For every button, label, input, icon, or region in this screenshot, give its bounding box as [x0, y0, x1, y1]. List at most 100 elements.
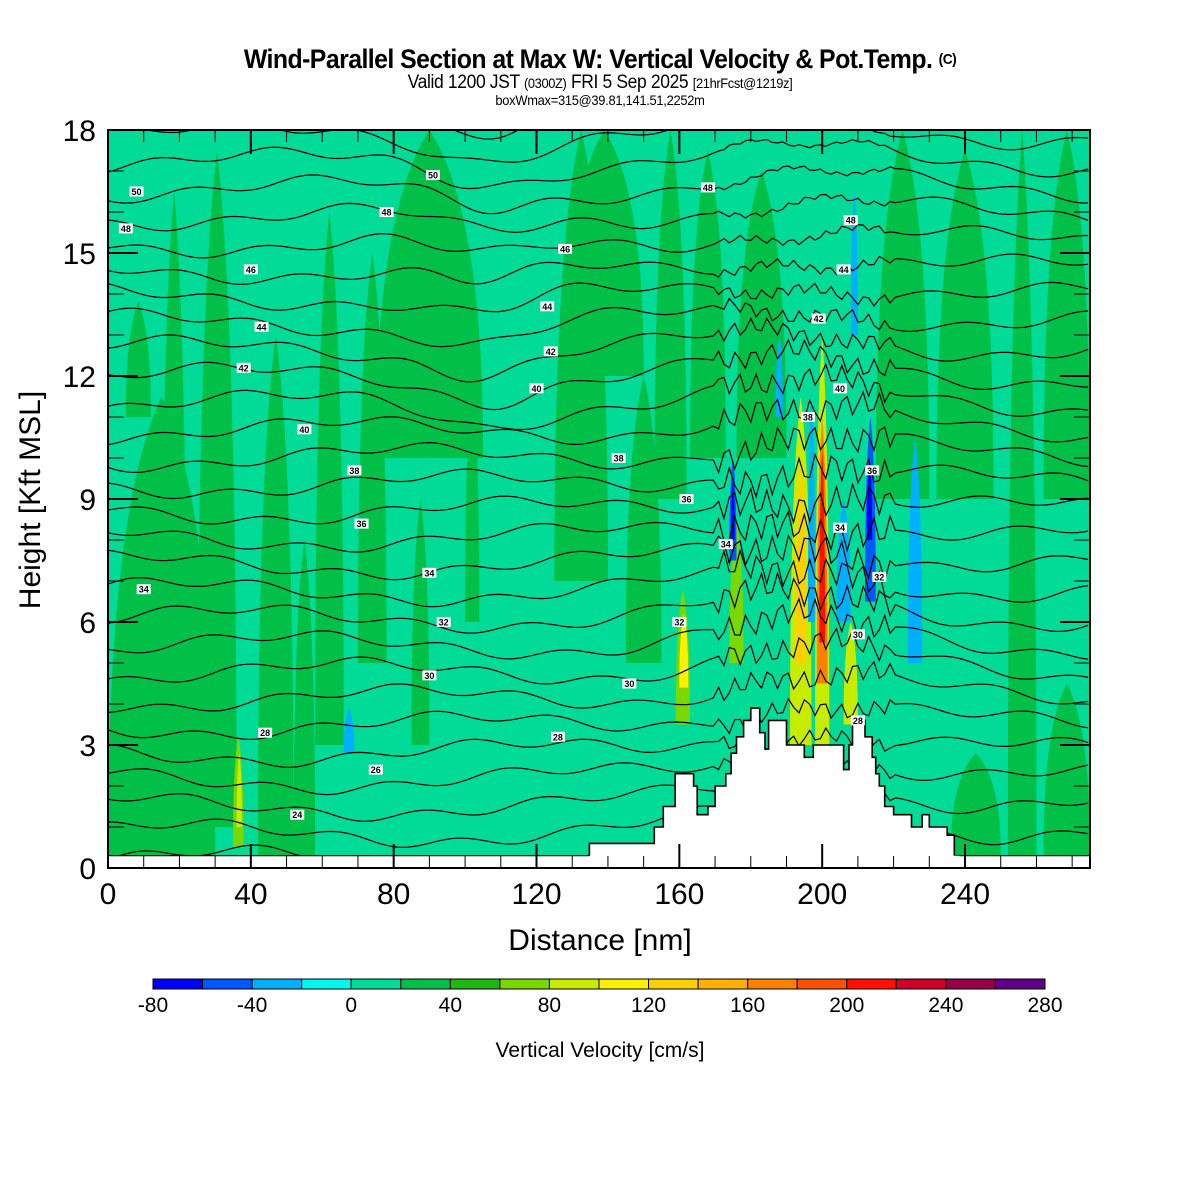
- velocity-region: [850, 191, 858, 335]
- velocity-region: [907, 437, 923, 663]
- colorbar-swatch: [846, 978, 897, 990]
- y-tick-label: 15: [63, 238, 96, 271]
- y-tick-label: 6: [79, 607, 96, 640]
- y-tick-label: 18: [63, 115, 96, 148]
- contour-label-box: [290, 809, 305, 820]
- contour-label: 32: [872, 571, 887, 582]
- contour-label-text: 38: [803, 413, 813, 423]
- contour-label-text: 46: [246, 265, 256, 275]
- contour-label-box: [700, 182, 715, 193]
- contour-label-text: 34: [424, 568, 434, 578]
- colorbar-swatch: [400, 978, 451, 990]
- contour-label-box: [833, 522, 848, 533]
- contour-label-box: [118, 223, 133, 234]
- contour-label-text: 48: [846, 216, 856, 226]
- contour-label: 48: [700, 182, 715, 193]
- velocity-region: [375, 130, 483, 458]
- contour-label: 40: [833, 383, 848, 394]
- contour-label: 24: [290, 809, 305, 820]
- contour-label-text: 36: [357, 519, 367, 529]
- contour-label-box: [833, 383, 848, 394]
- ground-strip: [108, 855, 1090, 868]
- contour-label: 44: [540, 301, 555, 312]
- isentrope-line: [108, 130, 1089, 163]
- colorbar-swatch: [796, 978, 848, 990]
- contour-label-text: 32: [439, 618, 449, 628]
- isentrope-line: [108, 253, 1089, 285]
- isentrope-line: [108, 281, 1089, 313]
- contour-label-box: [243, 264, 258, 275]
- contour-label: 48: [118, 223, 133, 234]
- y-tick-label: 12: [63, 361, 96, 394]
- x-tick-label: 240: [940, 878, 990, 911]
- contour-label-text: 48: [121, 224, 131, 234]
- contour-label-text: 46: [560, 244, 570, 254]
- velocity-region: [465, 376, 480, 622]
- contour-label-box: [347, 465, 362, 476]
- isentrope-line: [108, 726, 1089, 768]
- isentrope-line: [108, 297, 1089, 348]
- isentrope-line: [108, 223, 1089, 259]
- contour-label-box: [550, 731, 565, 742]
- contour-labels: 50 50 48 48 48 48 46 46 44 44 44 42 42 42 40 40 40 38 38 38…: [118, 170, 887, 820]
- colorbar-swatch: [697, 978, 749, 990]
- forecast-info: [21hrFcst@1219z]: [692, 75, 793, 91]
- velocity-region: [807, 392, 816, 622]
- contour-label: 32: [436, 617, 451, 628]
- contour-label-box: [836, 264, 851, 275]
- contour-label: 28: [258, 727, 273, 738]
- contour-label: 40: [529, 383, 544, 394]
- x-tick-label: 40: [234, 878, 267, 911]
- contour-label-text: 36: [867, 466, 877, 476]
- contour-label: 28: [850, 715, 865, 726]
- contour-label-text: 40: [532, 384, 542, 394]
- y-tick-label: 0: [79, 853, 96, 886]
- isentrope-line: [108, 627, 1089, 685]
- contour-label-text: 42: [814, 314, 824, 324]
- contour-label-text: 38: [614, 454, 624, 464]
- contour-label-box: [540, 301, 555, 312]
- contour-label: 30: [622, 678, 637, 689]
- contour-label-box: [236, 362, 251, 373]
- colorbar-swatch: [301, 978, 352, 990]
- contour-label-text: 44: [839, 265, 849, 275]
- colorbar-swatch: [202, 978, 253, 990]
- contour-label-text: 40: [299, 425, 309, 435]
- colorbar-tick-label: 280: [1027, 994, 1062, 1017]
- contour-label: 42: [543, 346, 558, 357]
- contour-label-text: 34: [721, 540, 731, 550]
- contour-label-box: [718, 539, 733, 550]
- contour-label: 36: [354, 518, 369, 529]
- colorbar-tick-label: 200: [829, 994, 864, 1017]
- contour-label-box: [422, 670, 437, 681]
- contour-label: 44: [254, 321, 269, 332]
- contour-label: 32: [672, 617, 687, 628]
- isentrope-line: [108, 571, 1089, 634]
- contour-label-text: 38: [349, 466, 359, 476]
- contour-label: 46: [243, 264, 258, 275]
- contour-label-box: [622, 678, 637, 689]
- velocity-region: [819, 449, 826, 643]
- velocity-region: [293, 540, 316, 856]
- colorbar-swatch: [747, 978, 798, 990]
- velocity-region: [315, 212, 344, 745]
- colorbar-swatch: [598, 978, 650, 990]
- contour-label-box: [422, 567, 437, 578]
- contour-label-text: 24: [292, 810, 302, 820]
- contour-label-box: [258, 727, 273, 738]
- contour-label-box: [425, 170, 440, 181]
- terrain-profile: [588, 707, 961, 868]
- colorbar-tick-label: -80: [138, 994, 168, 1017]
- contour-label: 46: [558, 243, 573, 254]
- contour-label-box: [379, 207, 394, 217]
- contour-label-box: [865, 465, 880, 476]
- velocity-region: [936, 150, 994, 499]
- velocity-region: [125, 302, 151, 417]
- colorbar-tick-label: 240: [928, 994, 963, 1017]
- colorbar-tick-label: 40: [439, 994, 462, 1017]
- velocity-region: [236, 753, 242, 827]
- colorbar: -80 -40 0 40 80 120 160 200 240 280: [138, 978, 1063, 1017]
- colorbar-swatch: [350, 978, 402, 990]
- contour-label: 38: [611, 453, 626, 464]
